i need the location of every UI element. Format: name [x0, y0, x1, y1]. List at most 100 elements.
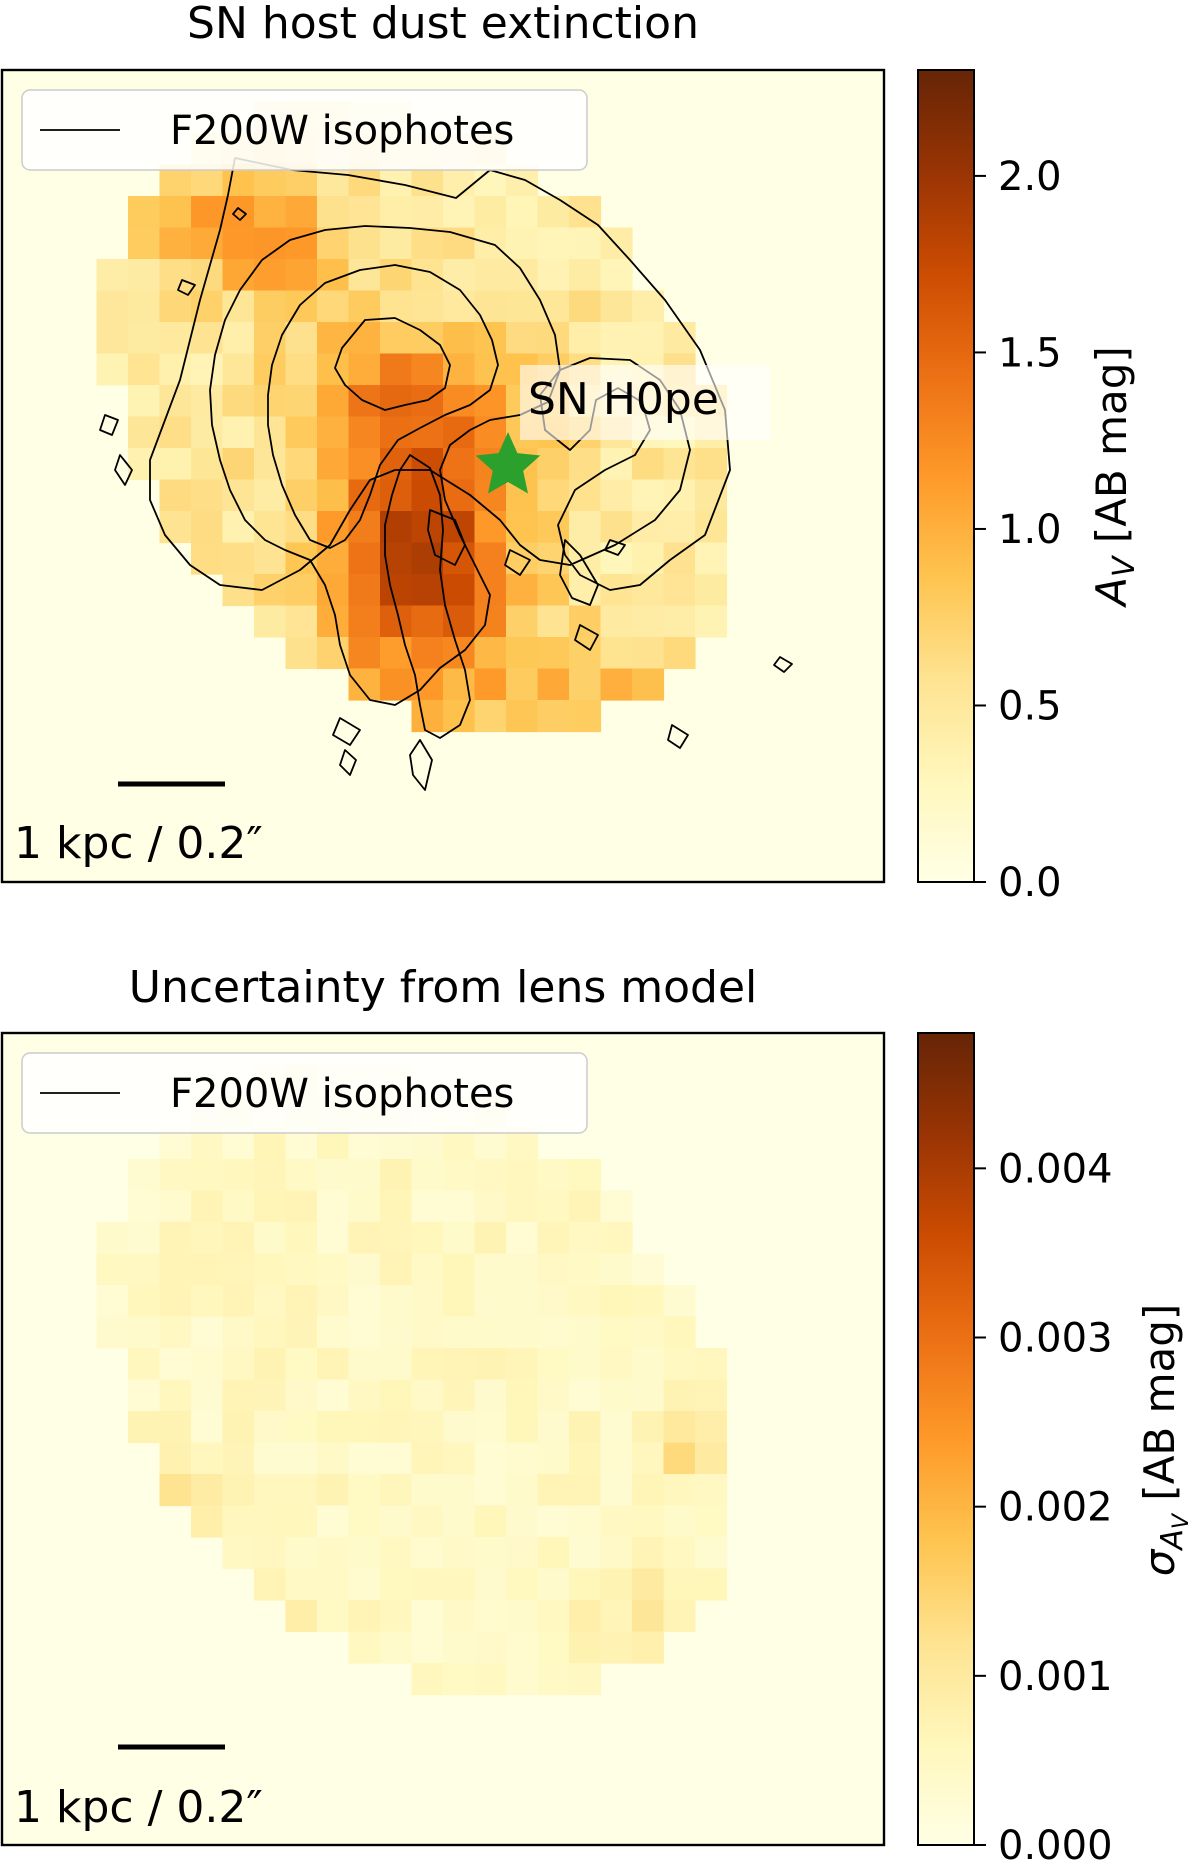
map-pixel [569, 448, 602, 481]
colorbar-tick-label: 0.004 [998, 1146, 1113, 1192]
map-pixel [348, 290, 381, 323]
panel-title: SN host dust extinction [187, 0, 699, 49]
map-pixel [159, 1316, 192, 1349]
map-pixel [506, 1253, 539, 1286]
map-pixel [254, 448, 287, 481]
map-pixel [411, 1663, 444, 1696]
map-pixel [474, 1316, 507, 1349]
map-pixel [474, 290, 507, 323]
map-pixel [411, 1505, 444, 1538]
map-pixel [411, 1379, 444, 1412]
map-pixel [317, 1253, 350, 1286]
map-pixel [663, 1285, 696, 1318]
map-pixel [537, 1600, 570, 1633]
map-pixel [663, 605, 696, 638]
map-pixel [348, 1631, 381, 1664]
colorbar-tick-label: 0.0 [998, 860, 1062, 906]
map-pixel [317, 416, 350, 449]
map-pixel [191, 1474, 224, 1507]
colorbar-tick-label: 0.002 [998, 1485, 1113, 1531]
map-pixel [443, 574, 476, 607]
map-pixel [222, 1348, 255, 1381]
map-pixel [285, 1442, 318, 1475]
map-pixel [600, 637, 633, 670]
map-pixel [285, 1190, 318, 1223]
map-frame [0, 68, 886, 884]
supernova-annotation: SN H0pe [475, 365, 770, 494]
map-pixel [348, 1348, 381, 1381]
map-pixel [317, 227, 350, 260]
map-pixel [380, 290, 413, 323]
map-pixel [411, 479, 444, 512]
map-pixel [506, 1442, 539, 1475]
map-pixel [663, 1442, 696, 1475]
map-pixel [569, 1253, 602, 1286]
map-pixel [600, 1505, 633, 1538]
annotation-box [520, 365, 770, 440]
map-pixel [222, 1222, 255, 1255]
map-pixel [537, 1568, 570, 1601]
map-pixel [254, 605, 287, 638]
map-pixel [506, 668, 539, 701]
map-pixel [537, 1222, 570, 1255]
map-pixel [159, 1379, 192, 1412]
map-pixel [695, 479, 728, 512]
map-pixel [285, 1159, 318, 1192]
map-pixel [506, 1568, 539, 1601]
map-pixel [380, 227, 413, 260]
map-pixel [600, 1190, 633, 1223]
map-pixel [317, 1379, 350, 1412]
map-pixel [285, 1285, 318, 1318]
map-pixel [537, 448, 570, 481]
colorbar-tick-label: 1.5 [998, 330, 1062, 376]
map-pixel [506, 1285, 539, 1318]
map-pixel [411, 1348, 444, 1381]
map-pixel [96, 353, 129, 386]
map-pixel [285, 637, 318, 670]
map-pixel [159, 1285, 192, 1318]
map-pixel [569, 511, 602, 544]
map-pixel [506, 1379, 539, 1412]
map-pixel [317, 448, 350, 481]
map-pixel [443, 1537, 476, 1570]
map-pixel [191, 1379, 224, 1412]
map-pixel [569, 290, 602, 323]
map-pixel [285, 1253, 318, 1286]
isophote-knot [332, 717, 361, 746]
map-pixel [96, 1253, 129, 1286]
map-pixel [411, 1442, 444, 1475]
map-pixel [348, 668, 381, 701]
map-pixel [317, 196, 350, 229]
map-pixel [537, 1411, 570, 1444]
map-pixel [222, 1442, 255, 1475]
map-pixel [632, 1600, 665, 1633]
map-pixel [380, 448, 413, 481]
map-pixel [663, 322, 696, 355]
map-pixel [600, 511, 633, 544]
isophote-knot [773, 656, 793, 673]
map-pixel [128, 1253, 161, 1286]
map-pixel [474, 542, 507, 575]
map-pixel [411, 1253, 444, 1286]
map-pixel [632, 1285, 665, 1318]
map-pixel [222, 1159, 255, 1192]
map-pixel [317, 1348, 350, 1381]
map-pixel [443, 448, 476, 481]
map-pixel [506, 1631, 539, 1664]
map-pixel [348, 1474, 381, 1507]
map-pixel [96, 259, 129, 292]
map-pixel [380, 1411, 413, 1444]
map-pixel [443, 668, 476, 701]
map-pixel [348, 1159, 381, 1192]
map-pixel [474, 1600, 507, 1633]
map-pixel [254, 1285, 287, 1318]
map-pixel [569, 1568, 602, 1601]
map-pixel [222, 1379, 255, 1412]
map-pixel [695, 448, 728, 481]
map-pixel [348, 637, 381, 670]
map-pixel [411, 1411, 444, 1444]
map-pixel [317, 511, 350, 544]
map-pixel [537, 637, 570, 670]
map-pixel [128, 227, 161, 260]
map-pixel [254, 1442, 287, 1475]
